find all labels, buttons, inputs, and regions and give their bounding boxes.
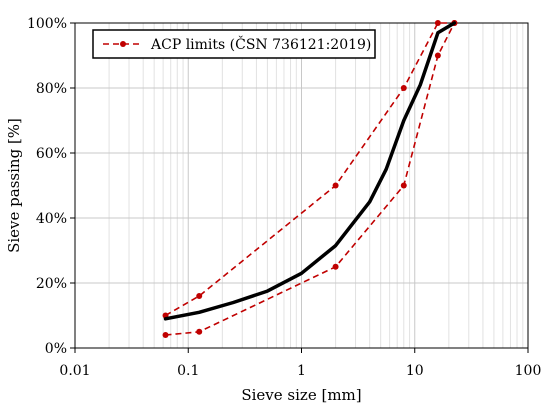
y-tick-label: 80% <box>36 81 67 97</box>
x-tick-label: 1 <box>297 363 306 379</box>
acp-limit-point <box>434 20 441 26</box>
acp-limit-point <box>196 328 203 335</box>
acp-limit-line-1 <box>165 22 455 317</box>
acp-limit-line-2 <box>165 22 456 336</box>
series-layer <box>162 20 458 338</box>
legend-box <box>92 29 376 59</box>
y-tick-label: 60% <box>36 146 67 162</box>
axis-ticks: 0.01 0.1 1 10 100 0% 20% 40% 60% 80% 100% <box>27 16 541 379</box>
x-tick-label: 0.1 <box>177 363 199 379</box>
x-tick-label: 0.01 <box>59 363 90 379</box>
y-tick-label: 100% <box>27 16 67 32</box>
acp-limit-point <box>332 263 339 270</box>
acp-limit-point <box>162 332 169 338</box>
legend-entry-label: ACP limits (ČSN 736121:2019) <box>150 35 371 53</box>
acp-limit-point <box>400 182 407 189</box>
acp-limit-point <box>434 52 441 59</box>
acp-limit-point <box>332 182 339 189</box>
gradation-curve-line <box>163 21 457 321</box>
x-axis-label: Sieve size [mm] <box>241 386 361 404</box>
acp-limit-point <box>196 293 203 299</box>
y-tick-label: 0% <box>45 341 67 357</box>
x-tick-label: 100 <box>515 363 542 379</box>
y-axis-label: Sieve passing [%] <box>5 118 23 253</box>
y-tick-label: 40% <box>36 211 67 227</box>
legend-marker-swatch <box>120 41 126 47</box>
legend: ACP limits (ČSN 736121:2019) <box>92 29 376 59</box>
acp-limit-point <box>400 85 407 91</box>
x-tick-label: 10 <box>406 363 424 379</box>
y-tick-label: 20% <box>36 276 67 292</box>
